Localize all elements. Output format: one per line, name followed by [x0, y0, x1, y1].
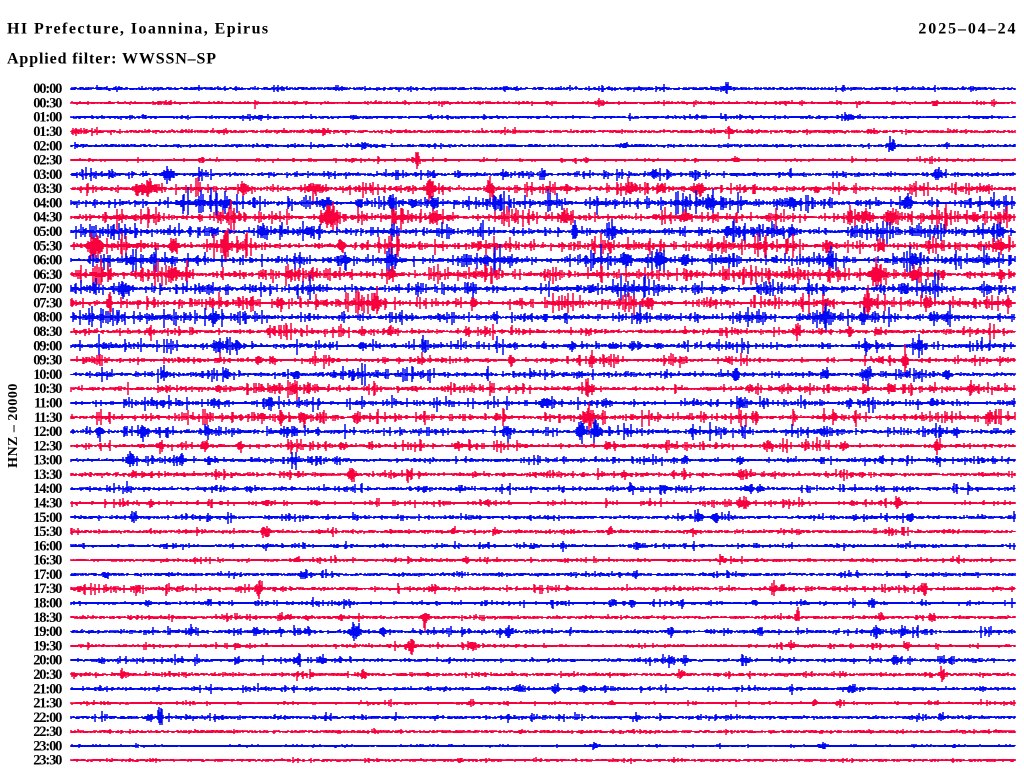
svg-text:14:00: 14:00 — [33, 481, 62, 497]
svg-text:20:00: 20:00 — [33, 653, 62, 669]
svg-text:00:30: 00:30 — [33, 95, 62, 111]
svg-text:16:30: 16:30 — [33, 553, 62, 569]
svg-text:06:00: 06:00 — [33, 253, 62, 269]
svg-text:23:00: 23:00 — [33, 738, 62, 754]
svg-text:2025–04–24: 2025–04–24 — [918, 21, 1017, 38]
svg-text:04:00: 04:00 — [33, 195, 62, 211]
svg-text:17:00: 17:00 — [33, 567, 62, 583]
svg-text:10:30: 10:30 — [33, 381, 62, 397]
svg-text:16:00: 16:00 — [33, 538, 62, 554]
svg-text:05:30: 05:30 — [33, 238, 62, 254]
svg-text:19:00: 19:00 — [33, 624, 62, 640]
svg-text:08:30: 08:30 — [33, 324, 62, 340]
svg-text:11:30: 11:30 — [34, 410, 62, 426]
svg-text:11:00: 11:00 — [34, 396, 62, 412]
svg-text:02:30: 02:30 — [33, 153, 62, 169]
svg-text:HI Prefecture, Ioannina, Epiru: HI Prefecture, Ioannina, Epirus — [7, 21, 270, 38]
svg-text:HNZ – 20000: HNZ – 20000 — [6, 383, 21, 468]
svg-text:18:00: 18:00 — [33, 596, 62, 612]
svg-text:08:00: 08:00 — [33, 310, 62, 326]
svg-text:Applied filter: WWSSN–SP: Applied filter: WWSSN–SP — [7, 51, 217, 68]
svg-text:13:00: 13:00 — [33, 453, 62, 469]
svg-text:02:00: 02:00 — [33, 138, 62, 154]
svg-text:18:30: 18:30 — [33, 610, 62, 626]
svg-text:03:00: 03:00 — [33, 167, 62, 183]
svg-text:19:30: 19:30 — [33, 638, 62, 654]
svg-text:22:00: 22:00 — [33, 710, 62, 726]
svg-text:13:30: 13:30 — [33, 467, 62, 483]
svg-text:06:30: 06:30 — [33, 267, 62, 283]
svg-text:15:00: 15:00 — [33, 510, 62, 526]
svg-text:21:00: 21:00 — [33, 681, 62, 697]
svg-text:14:30: 14:30 — [33, 496, 62, 512]
svg-text:00:00: 00:00 — [33, 81, 62, 97]
svg-text:15:30: 15:30 — [33, 524, 62, 540]
svg-text:20:30: 20:30 — [33, 667, 62, 683]
svg-text:12:30: 12:30 — [33, 438, 62, 454]
svg-text:07:00: 07:00 — [33, 281, 62, 297]
svg-text:10:00: 10:00 — [33, 367, 62, 383]
svg-text:01:00: 01:00 — [33, 110, 62, 126]
svg-text:09:30: 09:30 — [33, 353, 62, 369]
svg-text:01:30: 01:30 — [33, 124, 62, 140]
svg-text:04:30: 04:30 — [33, 210, 62, 226]
svg-text:23:30: 23:30 — [33, 753, 62, 769]
svg-text:07:30: 07:30 — [33, 295, 62, 311]
svg-text:21:30: 21:30 — [33, 696, 62, 712]
svg-text:09:00: 09:00 — [33, 338, 62, 354]
svg-text:12:00: 12:00 — [33, 424, 62, 440]
svg-text:17:30: 17:30 — [33, 581, 62, 597]
svg-text:03:30: 03:30 — [33, 181, 62, 197]
svg-text:05:00: 05:00 — [33, 224, 62, 240]
svg-text:22:30: 22:30 — [33, 724, 62, 740]
